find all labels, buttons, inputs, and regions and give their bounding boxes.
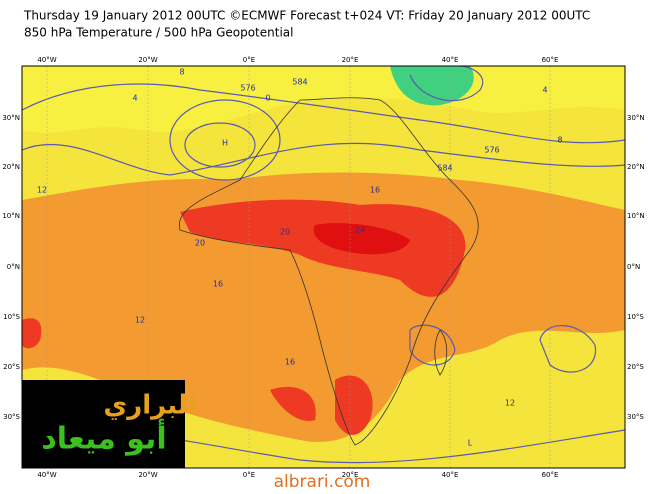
lat-label-right: 10°S <box>627 313 644 321</box>
lon-label-bottom: 40°W <box>37 471 56 479</box>
lon-label-top: 0°E <box>243 56 255 64</box>
contour-label: H <box>222 139 228 148</box>
lon-label-bottom: 20°W <box>138 471 157 479</box>
watermark: albrari.com <box>274 472 371 490</box>
contour-label: 16 <box>213 280 223 289</box>
contour-label: 16 <box>370 186 380 195</box>
contour-label: 8 <box>557 136 562 145</box>
warm-zone <box>22 172 625 442</box>
lat-label-left: 10°S <box>3 313 20 321</box>
contour-label: 584 <box>437 164 452 173</box>
hot-zone <box>180 199 466 297</box>
graticule <box>46 66 551 468</box>
lat-label-right: 20°S <box>627 363 644 371</box>
hot-zone-south <box>270 375 373 435</box>
lat-label-right: 0°N <box>627 263 640 271</box>
contour-label: 584 <box>292 78 307 87</box>
lat-label-right: 30°S <box>627 413 644 421</box>
lat-label-left: 20°S <box>3 363 20 371</box>
lat-label-left: 20°N <box>2 163 20 171</box>
lat-label-left: 10°N <box>2 212 20 220</box>
map-frame <box>21 65 626 469</box>
contour-label: 0 <box>265 94 270 103</box>
cool-zone <box>22 66 625 133</box>
contour-label: 4 <box>542 86 547 95</box>
lon-label-top: 60°E <box>542 56 559 64</box>
lat-label-left: 30°S <box>3 413 20 421</box>
lon-label-top: 40°E <box>442 56 459 64</box>
lon-label-bottom: 20°E <box>342 471 359 479</box>
lon-label-top: 40°W <box>37 56 56 64</box>
coastlines <box>178 97 479 446</box>
contour-label: 4 <box>132 94 137 103</box>
lon-label-bottom: 0°E <box>243 471 255 479</box>
contour-label: 20 <box>280 228 290 237</box>
contour-label: 576 <box>240 84 255 93</box>
logo-line2: أبو ميعاد <box>41 419 166 457</box>
lon-label-bottom: 60°E <box>542 471 559 479</box>
lon-label-top: 20°W <box>138 56 157 64</box>
lat-label-right: 30°N <box>627 114 645 122</box>
logo-box <box>22 380 185 468</box>
hottest-zone <box>313 223 410 255</box>
logo-line1: البراري <box>103 391 196 421</box>
contour-label: 12 <box>37 186 47 195</box>
contour-label: 576 <box>484 146 499 155</box>
lat-label-right: 20°N <box>627 163 645 171</box>
title: Thursday 19 January 2012 00UTC ©ECMWF Fo… <box>23 9 590 23</box>
contour-label: 20 <box>195 239 205 248</box>
contour-label: 24 <box>355 226 365 235</box>
contour-label: 16 <box>285 358 295 367</box>
hot-zone-west <box>22 318 42 349</box>
lon-label-top: 20°E <box>342 56 359 64</box>
contour-label: 12 <box>505 399 515 408</box>
subtitle: 850 hPa Temperature / 500 hPa Geopotenti… <box>24 26 293 40</box>
contour-label: 8 <box>179 68 184 77</box>
lat-label-right: 10°N <box>627 212 645 220</box>
lat-label-left: 0°N <box>7 263 20 271</box>
contour-label: L <box>468 439 473 448</box>
lat-label-left: 30°N <box>2 114 20 122</box>
lon-label-bottom: 40°E <box>442 471 459 479</box>
contour-label: 12 <box>135 316 145 325</box>
